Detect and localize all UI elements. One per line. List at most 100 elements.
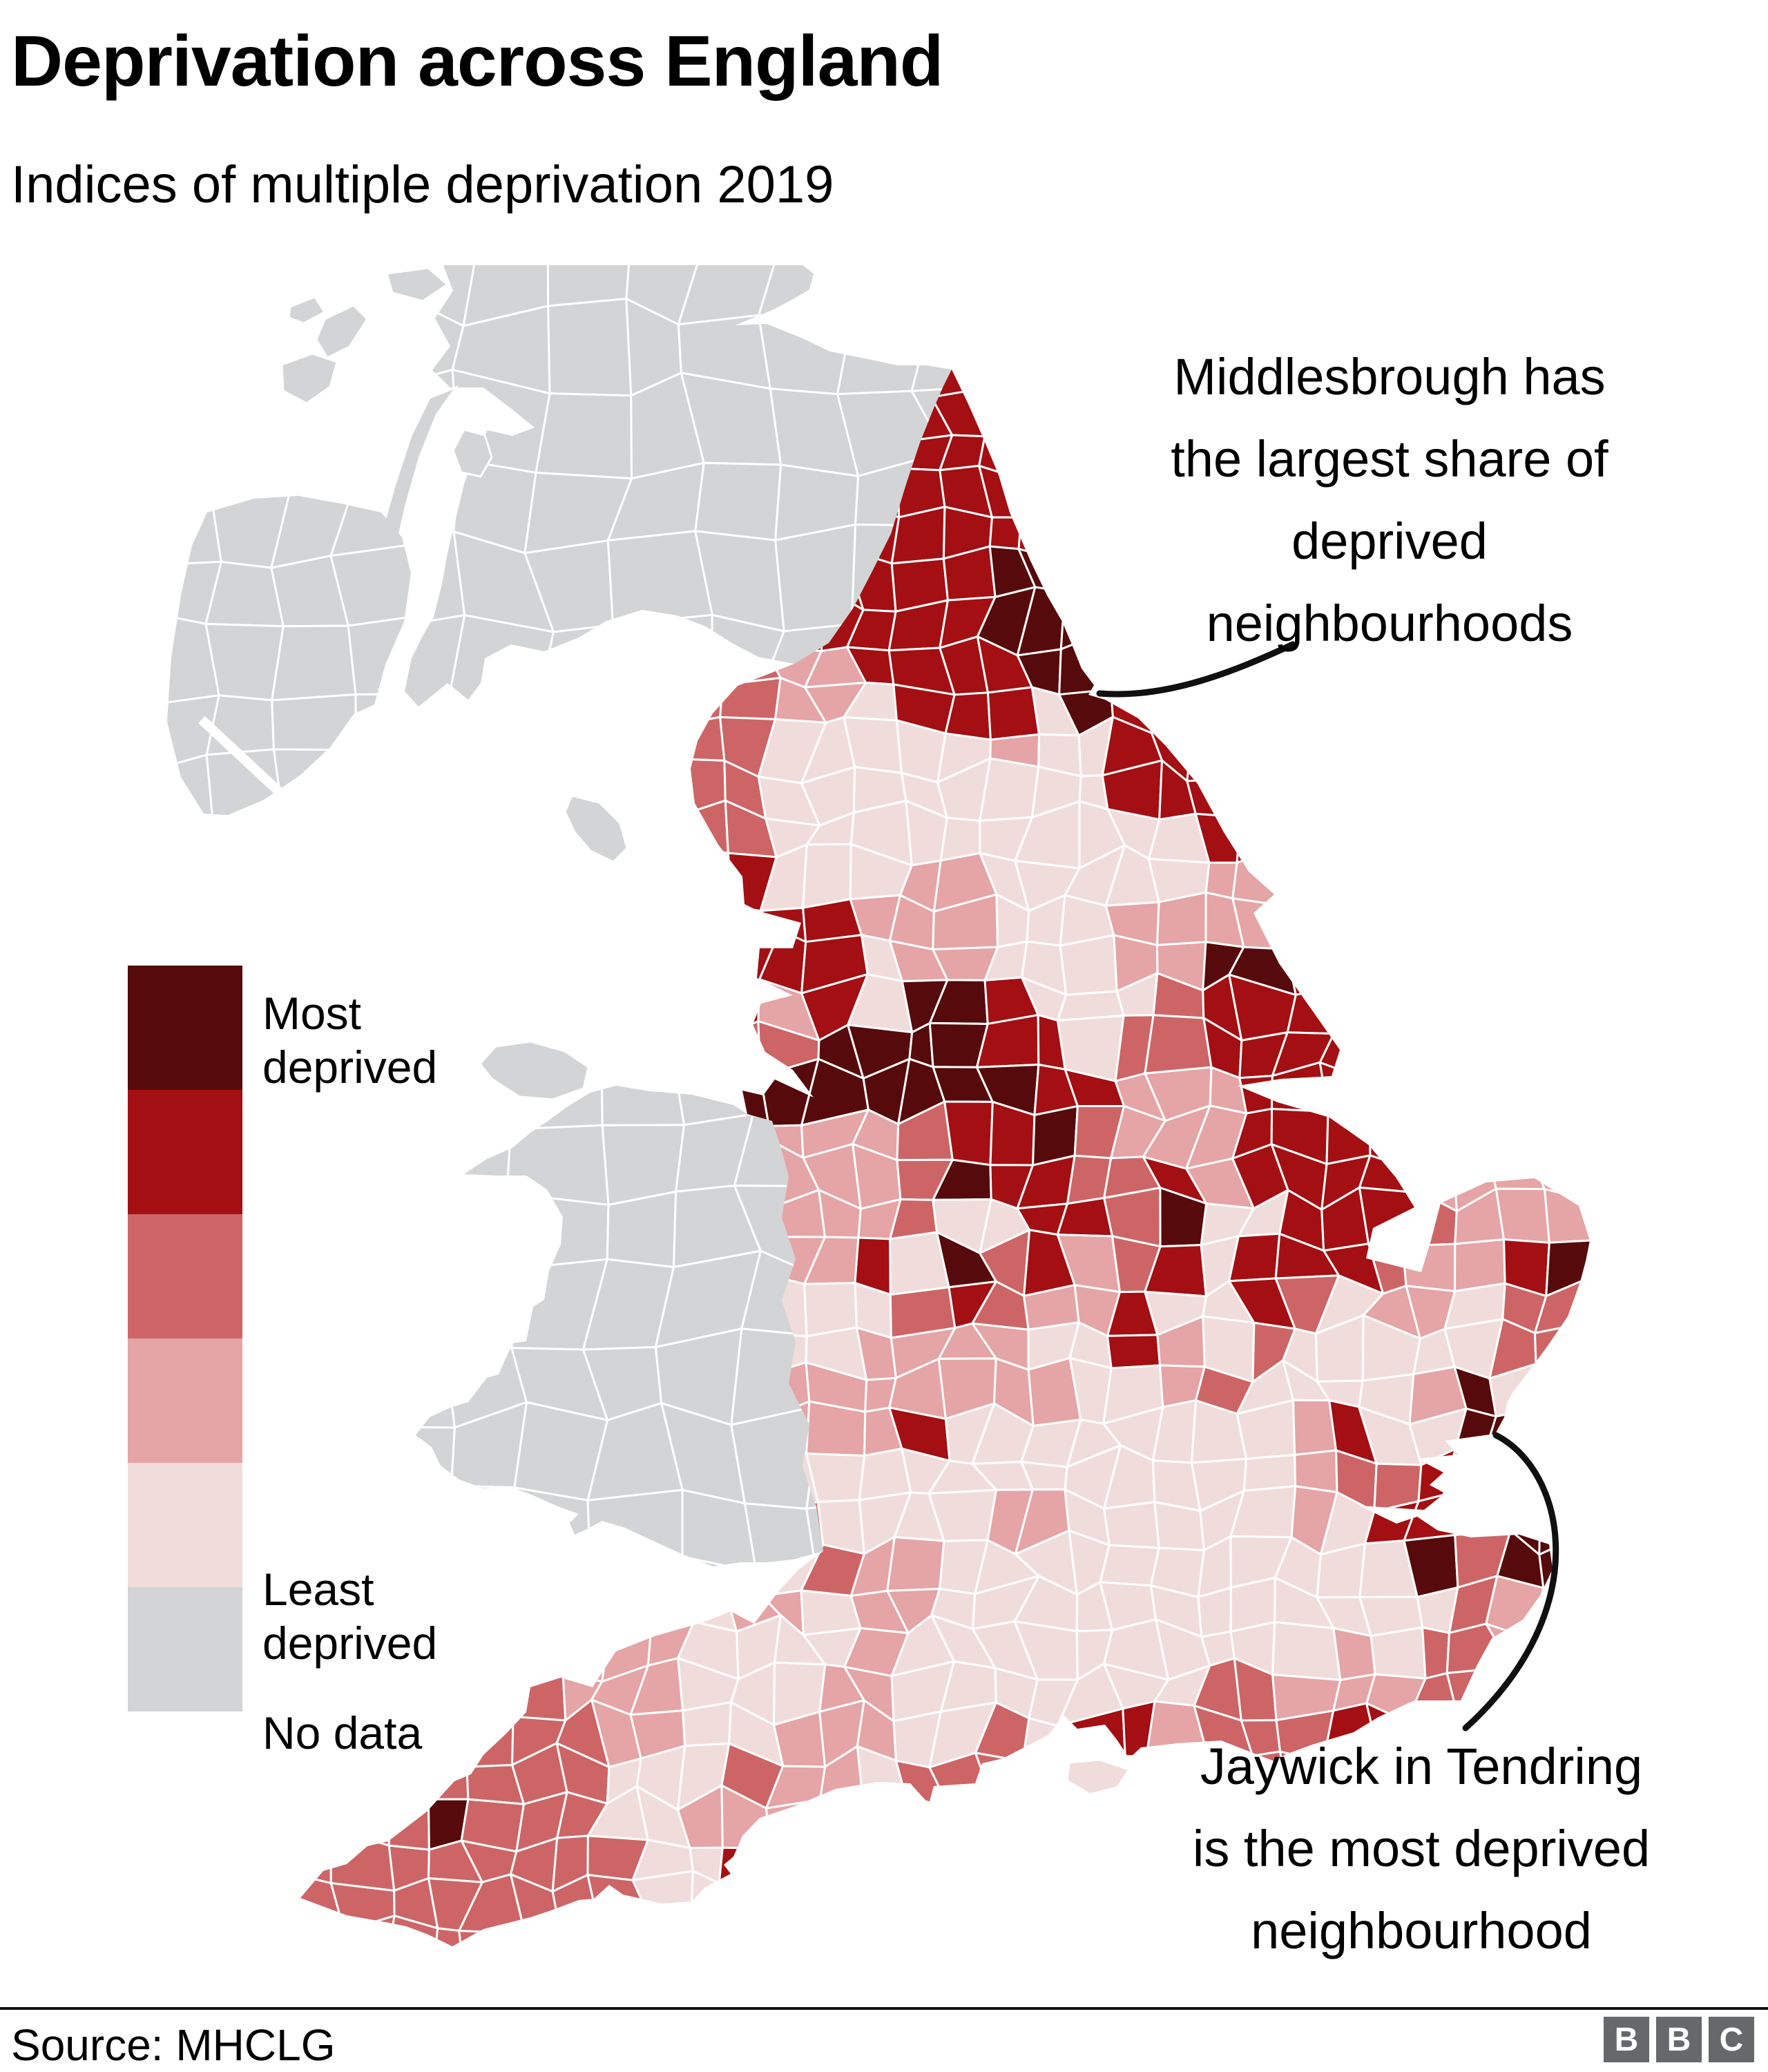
- district-cell: [371, 1454, 437, 1510]
- district-cell: [419, 815, 493, 901]
- district-cell: [1573, 764, 1590, 823]
- district-cell: [587, 888, 649, 956]
- district-cell: [1577, 901, 1590, 937]
- district-cell: [432, 891, 486, 946]
- district-cell: [718, 1846, 771, 1885]
- district-cell: [204, 814, 288, 815]
- district-cell: [300, 1320, 344, 1379]
- district-cell: [416, 1190, 458, 1259]
- district-cell: [988, 1792, 1040, 1844]
- district-cell: [1489, 1162, 1546, 1191]
- district-cell: [979, 370, 1041, 394]
- district-cell: [1233, 1974, 1296, 2019]
- district-cell: [548, 970, 599, 1031]
- district-cell: [282, 1328, 379, 1427]
- landmass-small-isle: [287, 296, 327, 325]
- district-cell: [1332, 1627, 1376, 1681]
- district-cell: [1105, 630, 1149, 691]
- district-cell: [473, 1198, 516, 1249]
- district-cell: [416, 1426, 456, 1487]
- district-cell: [341, 1106, 399, 1158]
- district-cell: [1618, 388, 1681, 439]
- district-cell: [300, 801, 307, 854]
- district-cell: [396, 769, 411, 815]
- district-cell: [1573, 1021, 1590, 1064]
- district-cell: [1404, 760, 1466, 820]
- district-cell: [640, 893, 689, 956]
- district-cell: [1573, 984, 1590, 1030]
- district-cell: [1236, 682, 1296, 733]
- district-cell: [1021, 1892, 1073, 1941]
- district-cell: [1369, 672, 1412, 741]
- district-cell: [1442, 765, 1508, 820]
- district-cell: [305, 787, 391, 864]
- district-cell: [1105, 588, 1153, 637]
- district-cell: [336, 1238, 387, 1287]
- district-cell: [979, 757, 1040, 822]
- district-cell: [1114, 370, 1153, 398]
- district-cell: [271, 693, 358, 751]
- district-cell: [1629, 765, 1673, 821]
- district-cell: [1485, 1447, 1553, 1506]
- district-cell: [462, 1534, 511, 1582]
- district-cell: [464, 1967, 521, 2024]
- district-cell: [1442, 817, 1498, 867]
- district-cell: [1288, 715, 1326, 776]
- district-cell: [1535, 1361, 1590, 1409]
- district-cell: [167, 496, 222, 568]
- district-cell: [465, 1575, 511, 1639]
- district-cell: [66, 495, 146, 566]
- district-cell: [1099, 1544, 1160, 1587]
- district-cell: [1236, 816, 1285, 864]
- district-cell: [244, 1957, 310, 2025]
- district-cell: [417, 1490, 468, 1544]
- district-cell: [271, 624, 357, 702]
- district-cell: [428, 761, 483, 823]
- district-cell: [758, 929, 807, 995]
- district-cell: [648, 1969, 695, 2002]
- district-cell: [549, 858, 613, 891]
- district-cell: [1581, 1529, 1590, 1594]
- district-cell: [1272, 768, 1331, 822]
- district-cell: [930, 1841, 998, 1883]
- district-cell: [1405, 1967, 1464, 2020]
- district-cell: [1538, 1529, 1590, 1591]
- district-cell: [692, 683, 724, 722]
- district-cell: [463, 853, 508, 899]
- district-cell: [381, 1200, 429, 1246]
- district-cell: [1025, 419, 1070, 482]
- district-cell: [1016, 1921, 1068, 1946]
- district-cell: [1238, 1075, 1274, 1115]
- district-cell: [691, 1571, 738, 1633]
- district-cell: [1378, 738, 1407, 779]
- district-cell: [1497, 1026, 1544, 1081]
- landmass-isle-of-wight: [1066, 1758, 1131, 1796]
- district-cell: [467, 939, 513, 983]
- district-cell: [1103, 1501, 1160, 1549]
- district-cell: [681, 1033, 738, 1071]
- district-cell: [416, 1334, 456, 1429]
- district-cell: [1538, 901, 1581, 952]
- district-cell: [1457, 1964, 1507, 2020]
- district-cell: [505, 885, 562, 941]
- district-cell: [341, 1358, 383, 1423]
- district-cell: [1114, 379, 1164, 438]
- district-cell: [378, 715, 438, 774]
- district-cell: [1489, 1100, 1536, 1167]
- district-cell: [300, 1156, 314, 1189]
- district-cell: [1448, 885, 1501, 934]
- district-cell: [717, 1926, 785, 1946]
- district-cell: [718, 1973, 774, 2006]
- page-subtitle: Indices of multiple deprivation 2019: [11, 155, 834, 214]
- district-cell: [1618, 437, 1679, 468]
- district-cell: [804, 1916, 862, 1946]
- district-cell: [329, 1794, 391, 1847]
- district-cell: [59, 821, 151, 902]
- district-cell: [1623, 332, 1680, 393]
- district-cell: [468, 1271, 515, 1330]
- district-cell: [889, 1793, 952, 1851]
- district-cell: [476, 804, 521, 859]
- district-cell: [383, 1915, 439, 1946]
- district-cell: [1115, 478, 1157, 524]
- district-cell: [131, 821, 214, 908]
